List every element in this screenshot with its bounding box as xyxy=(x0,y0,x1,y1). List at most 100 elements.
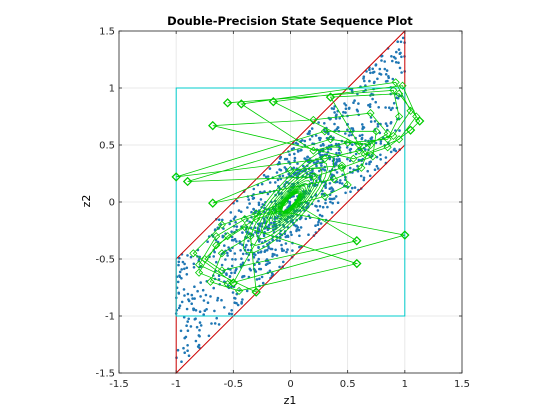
scatter-point xyxy=(193,318,197,321)
scatter-point xyxy=(298,245,301,249)
scatter-point xyxy=(258,190,262,194)
scatter-point xyxy=(186,349,189,353)
scatter-point xyxy=(330,143,333,147)
scatter-point xyxy=(254,231,257,234)
trajectory-marker xyxy=(223,232,232,241)
scatter-point xyxy=(356,170,360,173)
scatter-point xyxy=(363,79,366,83)
scatter-point xyxy=(178,256,181,260)
scatter-point xyxy=(293,223,296,227)
scatter-point xyxy=(391,106,394,110)
scatter-point xyxy=(207,334,211,338)
trajectory-start-marker xyxy=(208,120,218,131)
scatter-point xyxy=(283,157,287,161)
scatter-point xyxy=(371,97,374,101)
scatter-point xyxy=(249,226,253,230)
trajectory-start-marker xyxy=(400,230,410,240)
scatter-point xyxy=(290,147,294,151)
scatter-point xyxy=(278,157,282,160)
scatter-point xyxy=(220,298,223,302)
scatter-point xyxy=(185,266,189,270)
scatter-point xyxy=(177,292,181,295)
scatter-point xyxy=(328,182,332,185)
trajectory-start-marker xyxy=(171,172,181,182)
trajectory-start-marker xyxy=(414,116,425,126)
scatter-point xyxy=(366,169,370,173)
scatter-point xyxy=(257,257,261,261)
trajectory-marker xyxy=(212,241,221,250)
scatter-point xyxy=(185,307,189,311)
scatter-point xyxy=(310,127,314,130)
scatter-point xyxy=(343,102,346,105)
scatter-point xyxy=(199,281,202,284)
y-tick-label: 0 xyxy=(109,198,115,209)
scatter-point xyxy=(378,67,382,71)
scatter-point xyxy=(348,159,352,163)
scatter-point xyxy=(223,244,226,247)
scatter-point xyxy=(178,274,181,278)
scatter-point xyxy=(278,174,282,178)
scatter-point xyxy=(383,60,387,63)
scatter-point xyxy=(233,252,237,255)
scatter-point xyxy=(226,251,229,255)
trajectory-start-marker xyxy=(251,287,261,297)
scatter-point xyxy=(176,280,180,284)
scatter-point xyxy=(270,272,274,275)
scatter-point xyxy=(394,57,397,60)
scatter-point xyxy=(347,134,351,137)
scatter-point xyxy=(373,168,377,171)
trajectory-marker xyxy=(383,135,392,144)
scatter-point xyxy=(235,292,239,296)
scatter-point xyxy=(295,174,298,177)
scatter-point xyxy=(217,218,221,221)
scatter-point xyxy=(344,104,348,107)
scatter-point xyxy=(223,306,226,309)
scatter-point xyxy=(185,324,188,328)
scatter-point xyxy=(356,109,360,113)
scatter-point xyxy=(234,221,237,224)
scatter-point xyxy=(321,168,325,171)
scatter-point xyxy=(285,234,289,238)
scatter-point xyxy=(180,277,183,280)
scatter-point xyxy=(392,101,396,105)
trajectory-marker xyxy=(383,143,392,152)
x-tick-label: -1 xyxy=(171,379,181,390)
scatter-point xyxy=(358,134,362,137)
y-tick-label: 1.5 xyxy=(99,27,115,38)
scatter-point xyxy=(291,249,294,252)
scatter-point xyxy=(396,40,400,43)
scatter-point xyxy=(317,176,321,179)
scatter-point xyxy=(183,351,186,355)
scatter-point xyxy=(389,121,393,124)
scatter-point xyxy=(180,360,183,364)
scatter-point xyxy=(259,198,263,201)
scatter-point xyxy=(360,136,364,140)
scatter-point xyxy=(186,344,189,347)
scatter-point xyxy=(349,190,352,193)
trajectory-marker xyxy=(389,131,398,140)
scatter-point xyxy=(230,264,234,268)
scatter-point xyxy=(353,99,356,102)
scatter-point xyxy=(194,309,198,312)
trajectory-marker xyxy=(372,127,381,136)
scatter-point xyxy=(370,136,374,139)
scatter-point xyxy=(299,226,303,229)
scatter-point xyxy=(178,270,182,274)
trajectory-marker xyxy=(395,112,404,121)
scatter-point xyxy=(305,172,309,175)
scatter-point xyxy=(221,234,225,238)
trajectory-marker xyxy=(212,232,221,241)
scatter-point xyxy=(267,223,271,227)
trajectory-marker xyxy=(368,152,377,161)
scatter-point xyxy=(215,260,218,264)
x-tick-label: 1.5 xyxy=(454,379,470,390)
trajectory-marker xyxy=(343,180,352,189)
trajectory-start-marker xyxy=(268,96,279,107)
trajectory-marker xyxy=(217,220,226,229)
scatter-point xyxy=(344,107,348,110)
scatter-point xyxy=(177,306,181,310)
trajectory-marker xyxy=(355,146,364,155)
scatter-point xyxy=(374,100,378,104)
scatter-point xyxy=(365,70,368,73)
scatter-point xyxy=(362,178,366,182)
